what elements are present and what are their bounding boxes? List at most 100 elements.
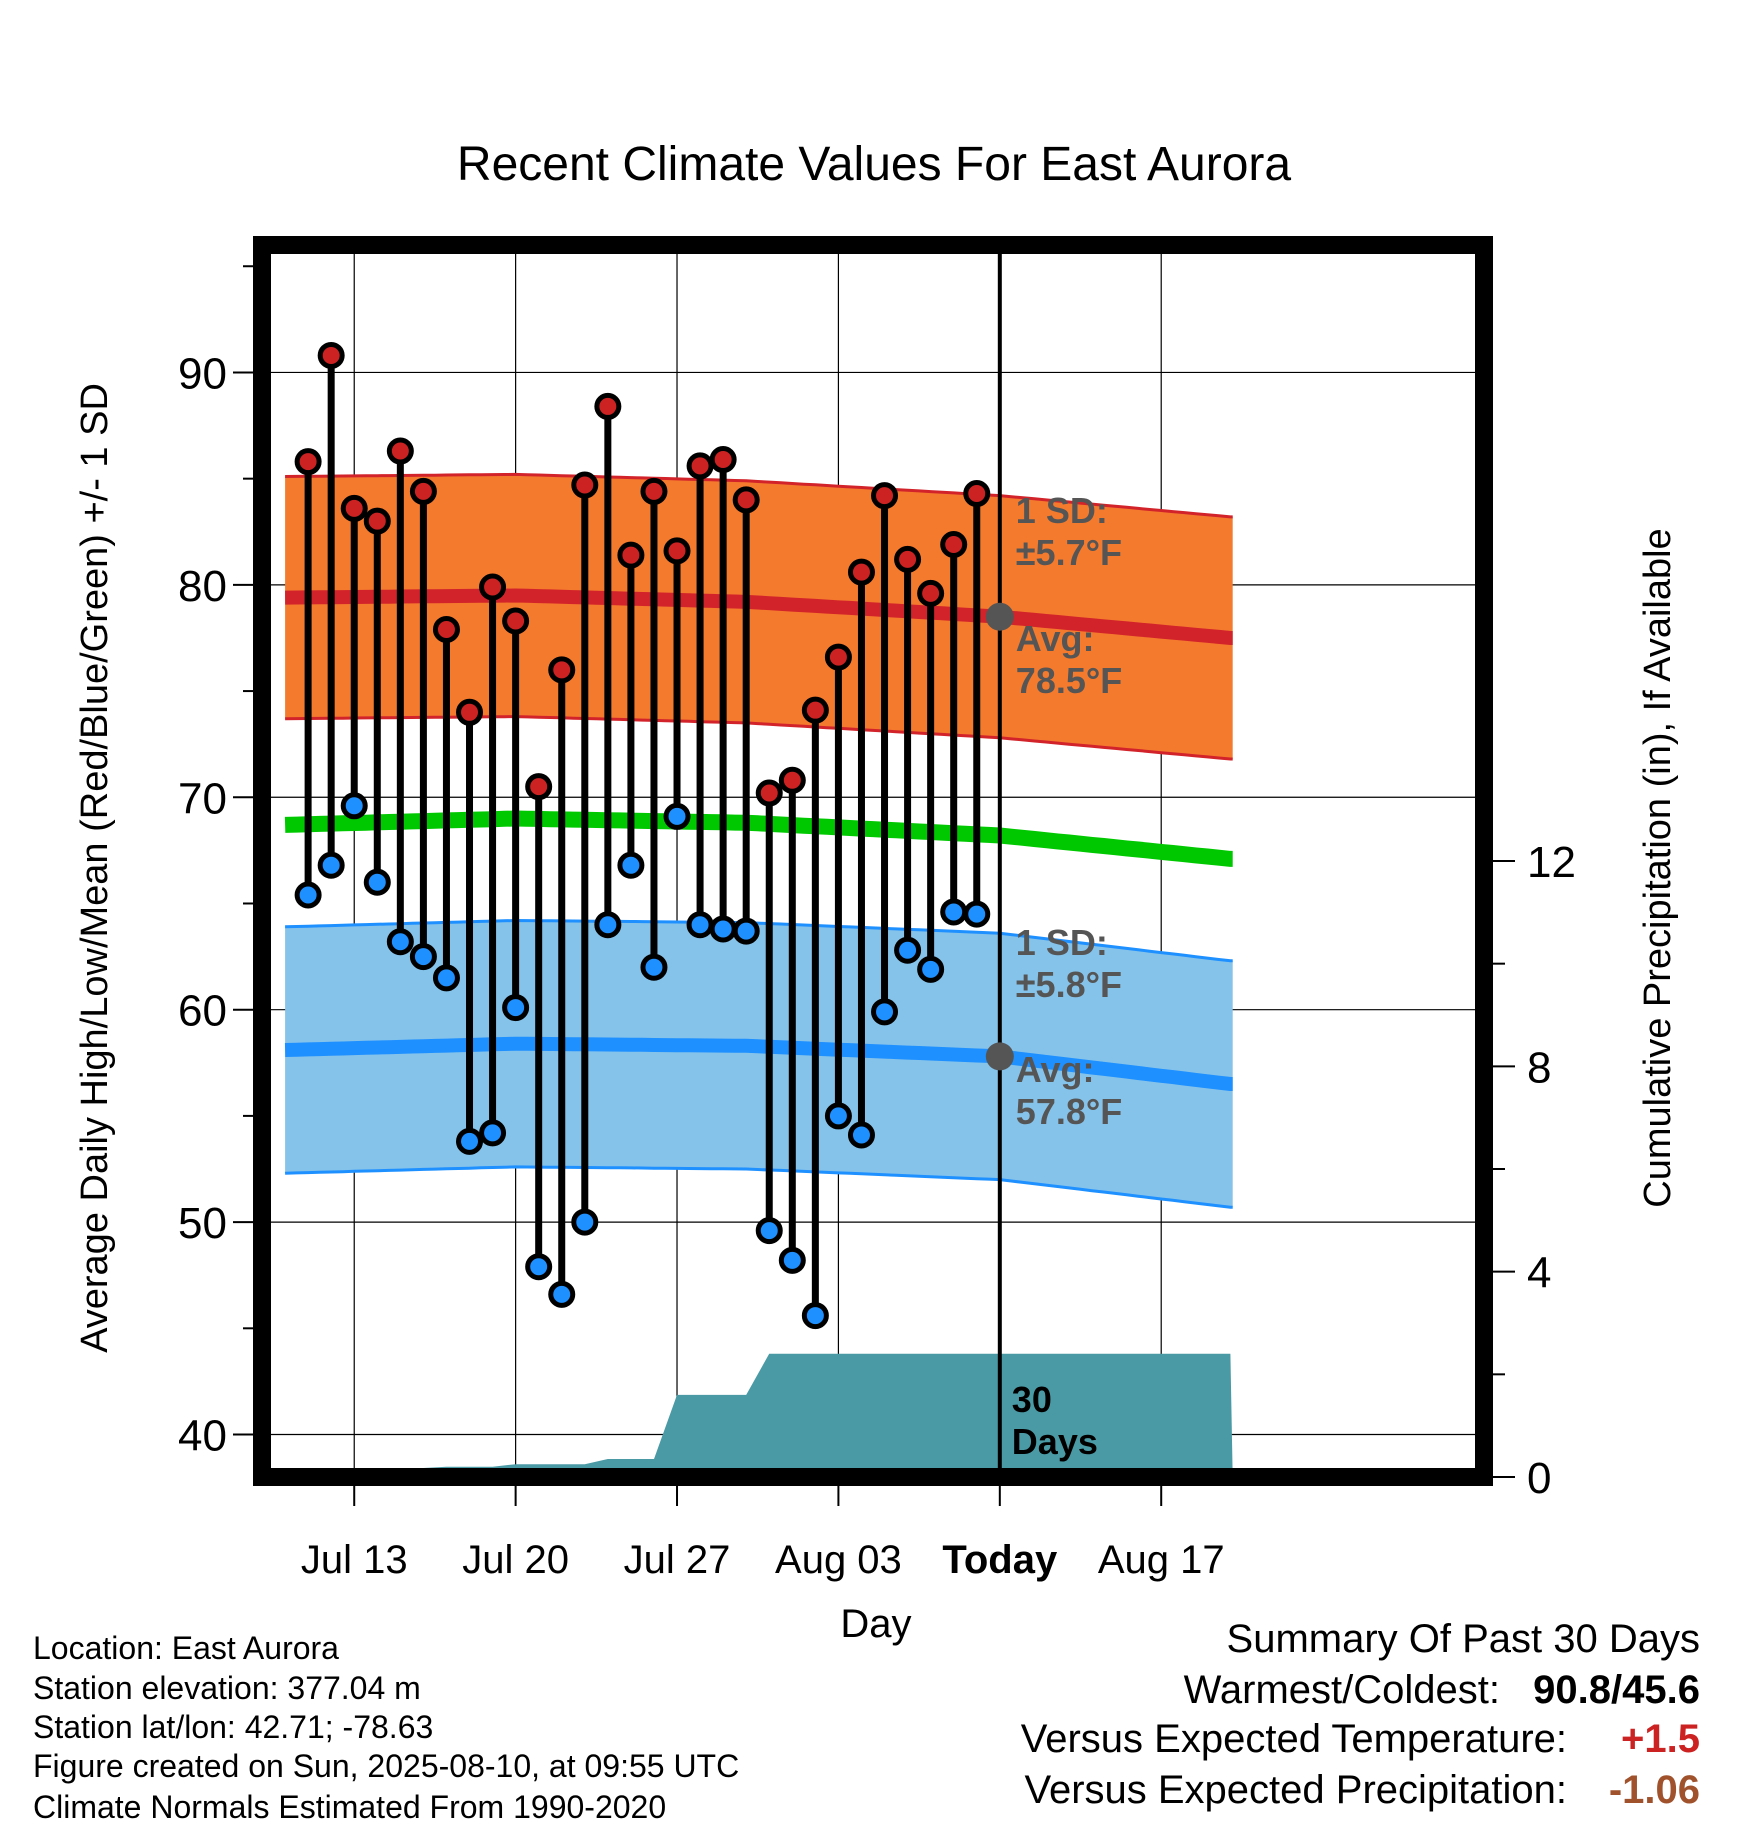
high-point — [755, 779, 783, 807]
high-point — [502, 607, 530, 635]
low-point — [917, 955, 945, 983]
normal-bands — [285, 472, 1233, 1209]
low-point — [340, 792, 368, 820]
high-point — [640, 477, 668, 505]
low-point — [732, 917, 760, 945]
low-point — [617, 851, 645, 879]
high-point — [294, 448, 322, 476]
y2-tick-label: 0 — [1527, 1454, 1551, 1503]
low-point — [386, 928, 414, 956]
low-point — [824, 1102, 852, 1130]
low-point — [548, 1280, 576, 1308]
sd-low-annotation: 1 SD: — [1016, 922, 1108, 963]
avg-high-annotation: 78.5°F — [1016, 660, 1122, 701]
low-point — [317, 851, 345, 879]
high-point — [363, 507, 391, 535]
high-point — [801, 696, 829, 724]
y2-tick-label: 8 — [1527, 1043, 1551, 1092]
low-point — [502, 994, 530, 1022]
info-created: Figure created on Sun, 2025-08-10, at 09… — [33, 1748, 739, 1784]
y-tick-label: 80 — [178, 562, 227, 611]
x-tick-label: Jul 20 — [462, 1538, 569, 1582]
y2-tick-label: 4 — [1527, 1249, 1551, 1298]
avg-low-annotation: 57.8°F — [1016, 1091, 1122, 1132]
high-point — [824, 643, 852, 671]
normal-mean-line — [284, 810, 1233, 867]
sd-low-annotation: ±5.8°F — [1016, 964, 1122, 1005]
low-point — [432, 964, 460, 992]
high-point — [571, 471, 599, 499]
summary-warm-value: 90.8/45.6 — [1533, 1668, 1700, 1712]
low-point — [294, 881, 322, 909]
low-point — [871, 998, 899, 1026]
high-point — [456, 698, 484, 726]
low-point — [409, 943, 437, 971]
high-point — [871, 482, 899, 510]
high-point — [917, 579, 945, 607]
daily-points — [294, 341, 991, 1330]
high-point — [525, 773, 553, 801]
summary-panel: Summary Of Past 30 Days Warmest/Coldest:… — [1021, 1617, 1700, 1812]
info-latlon: Station lat/lon: 42.71; -78.63 — [33, 1709, 433, 1745]
plot-border — [253, 236, 1493, 1486]
high-point — [548, 656, 576, 684]
high-point — [894, 545, 922, 573]
low-point — [525, 1253, 553, 1281]
window-annotation: 30 — [1012, 1379, 1052, 1420]
info-location: Location: East Aurora — [33, 1630, 339, 1666]
high-point — [847, 558, 875, 586]
x-tick-label: Today — [942, 1538, 1058, 1582]
high-point — [479, 573, 507, 601]
high-sd-band — [285, 474, 1233, 759]
avg-low-annotation: Avg: — [1016, 1049, 1095, 1090]
high-point — [409, 477, 437, 505]
info-normals: Climate Normals Estimated From 1990-2020 — [33, 1789, 666, 1825]
high-point — [386, 437, 414, 465]
station-info: Location: East Aurora Station elevation:… — [33, 1630, 739, 1825]
summary-precip-value: -1.06 — [1609, 1768, 1700, 1812]
y2-tick-label: 12 — [1527, 838, 1576, 887]
plot-frame — [253, 236, 1493, 1486]
high-point — [963, 480, 991, 508]
low-point — [963, 900, 991, 928]
y-tick-label: 90 — [178, 349, 227, 398]
today-avg-low-dot — [985, 1042, 1014, 1071]
info-elevation: Station elevation: 377.04 m — [33, 1670, 421, 1706]
window-annotation: Days — [1012, 1421, 1098, 1462]
low-point — [594, 911, 622, 939]
low-point — [663, 802, 691, 830]
avg-high-annotation: Avg: — [1016, 618, 1095, 659]
low-sd-band — [285, 920, 1233, 1208]
high-point — [663, 537, 691, 565]
summary-temp-label: Versus Expected Temperature: — [1021, 1717, 1567, 1761]
low-point — [755, 1217, 783, 1245]
y-tick-label: 50 — [178, 1199, 227, 1248]
x-tick-label: Jul 13 — [301, 1538, 408, 1582]
low-point — [778, 1246, 806, 1274]
chart-title: Recent Climate Values For East Aurora — [457, 138, 1291, 191]
axes: 40 50 60 70 80 90 0 4 8 12 Jul 13 Jul 20 Jul 27 Aug 0… — [178, 265, 1576, 1582]
high-point — [940, 531, 968, 559]
summary-precip-label: Versus Expected Precipitation: — [1024, 1768, 1567, 1812]
high-band-upper-edge — [285, 472, 1233, 519]
high-point — [732, 486, 760, 514]
y2-axis-label: Cumulative Precipitation (in), If Availa… — [1637, 528, 1679, 1207]
sd-high-annotation: 1 SD: — [1016, 490, 1108, 531]
x-tick-label: Aug 03 — [775, 1538, 902, 1582]
y-tick-label: 40 — [178, 1412, 227, 1461]
low-point — [709, 915, 737, 943]
y-axis-label: Average Daily High/Low/Mean (Red/Blue/Gr… — [74, 383, 116, 1353]
y-tick-label: 60 — [178, 987, 227, 1036]
normal-low-line — [284, 1036, 1233, 1091]
low-point — [894, 936, 922, 964]
low-point — [686, 911, 714, 939]
high-point — [686, 452, 714, 480]
low-point — [363, 868, 391, 896]
y-tick-label: 70 — [178, 774, 227, 823]
daily-range-stems — [304, 355, 981, 1316]
high-point — [432, 615, 460, 643]
low-point — [640, 953, 668, 981]
low-point — [479, 1119, 507, 1147]
x-tick-label: Jul 27 — [624, 1538, 731, 1582]
